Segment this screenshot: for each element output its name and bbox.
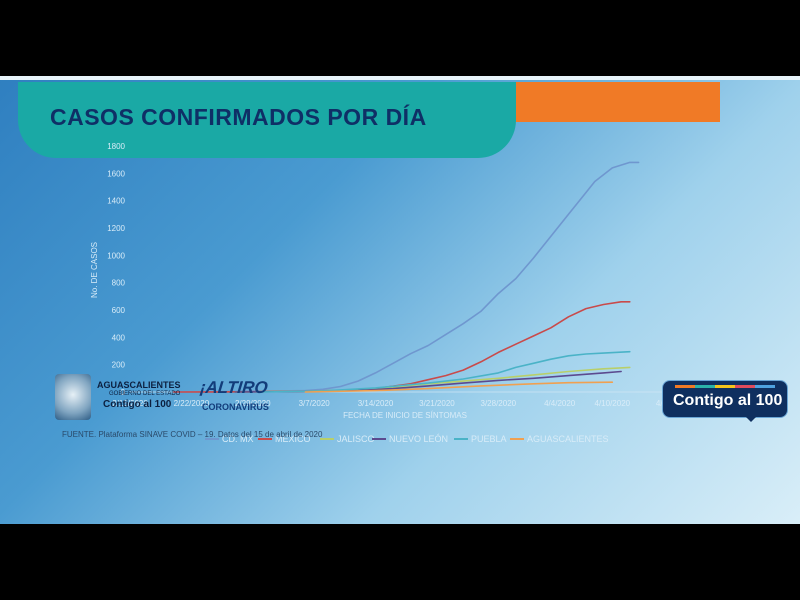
y-tick-label: 600	[112, 306, 126, 315]
badge-stripes	[675, 385, 775, 388]
legend-item: AGUASCALIENTES	[510, 434, 609, 444]
legend-label: PUEBLA	[471, 434, 507, 444]
series-line-aguascalientes	[304, 381, 614, 393]
series-line-puebla	[260, 350, 631, 393]
legend-label: MEXICO	[275, 434, 311, 444]
title-box: CASOS CONFIRMADOS POR DÍA	[18, 82, 516, 158]
x-axis-label: FECHA DE INICIO DE SÍNTOMAS	[343, 411, 467, 420]
y-axis-label: No. DE CASOS	[90, 242, 99, 298]
aguascalientes-sub: GOBIERNO DEL ESTADO	[109, 391, 181, 397]
series-lines	[173, 161, 640, 393]
x-tick-label: 3/14/2020	[358, 399, 394, 408]
legend: CD. MX MEXICO JALISCO NUEVO LEÓN PUEBLA AGUAS…	[205, 434, 609, 444]
y-tick-label: 400	[112, 333, 126, 342]
altiro-main-text: ¡ALTIRO	[199, 378, 269, 397]
x-tick-label: 3/28/2020	[481, 399, 517, 408]
series-line-cd-mx	[173, 161, 640, 393]
y-tick-label: 1000	[107, 251, 125, 260]
legend-label: JALISCO	[337, 434, 375, 444]
aguascalientes-logo: AGUASCALIENTES GOBIERNO DEL ESTADO Conti…	[55, 374, 185, 422]
source-note: FUENTE. Plataforma SINAVE COVID – 19. Da…	[62, 430, 323, 439]
state-crest-icon	[55, 374, 91, 420]
y-tick-label: 1800	[107, 142, 125, 151]
altiro-coronavirus-logo: ¡ALTIRO CORONAVIRUS	[199, 376, 269, 420]
y-tick-label: 800	[112, 279, 126, 288]
legend-label: AGUASCALIENTES	[527, 434, 609, 444]
legend-label: CD. MX	[222, 434, 254, 444]
orange-band	[480, 82, 720, 122]
top-rule	[0, 76, 800, 80]
slide-title: CASOS CONFIRMADOS POR DÍA	[50, 104, 427, 130]
aguascalientes-name: AGUASCALIENTES	[97, 380, 181, 390]
x-tick-label: 2/29/2020	[235, 399, 271, 408]
altiro-sub-text: CORONAVIRUS	[202, 402, 269, 412]
contigo-al-100-badge: Contigo al 100	[662, 380, 788, 418]
legend-label: NUEVO LEÓN	[389, 434, 448, 444]
x-tick-label: 3/21/2020	[419, 399, 455, 408]
legend-item: MEXICO	[258, 434, 311, 444]
y-tick-label: 1200	[107, 224, 125, 233]
legend-item: JALISCO	[320, 434, 375, 444]
y-tick-label: 200	[112, 361, 126, 370]
slide-background: CASOS CONFIRMADOS POR DÍA	[0, 76, 800, 524]
y-tick-label: 1600	[107, 169, 125, 178]
y-tick-label: 1400	[107, 197, 125, 206]
legend-item: CD. MX	[205, 434, 254, 444]
x-tick-label: 3/7/2020	[299, 399, 331, 408]
y-axis: 0 200 400 600 800 1000 1200 1400 1600 1800	[107, 142, 125, 397]
legend-item: PUEBLA	[454, 434, 507, 444]
x-tick-label: 4/4/2020	[544, 399, 576, 408]
legend-item: NUEVO LEÓN	[372, 434, 448, 444]
aguascalientes-tag: Contigo al 100	[103, 399, 172, 410]
y-tick-label: 0	[121, 388, 126, 397]
contigo-badge-text: Contigo al 100	[673, 392, 783, 409]
x-tick-label: 2/15/2020	[112, 399, 148, 408]
badge-tail-icon	[745, 416, 757, 422]
x-tick-label: 4/10/2020	[595, 399, 631, 408]
x-tick-label: 2/22/2020	[174, 399, 210, 408]
